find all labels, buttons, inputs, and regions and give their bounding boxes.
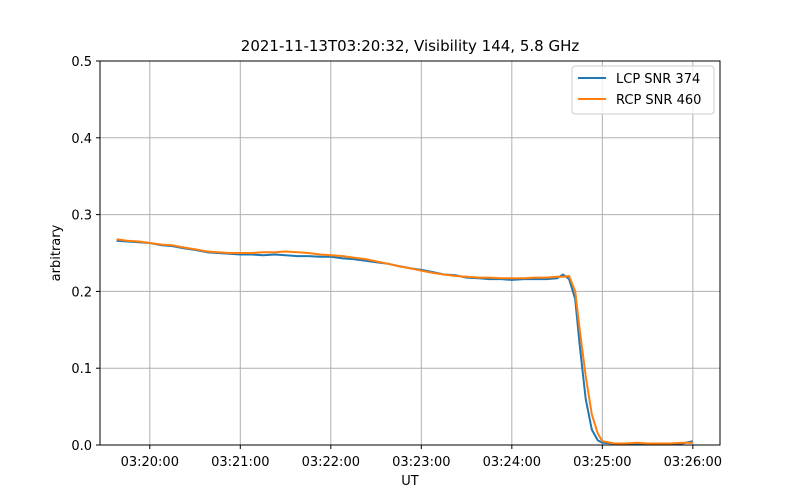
y-tick-label: 0.2 bbox=[71, 285, 92, 300]
axis-ticks: 03:20:00 03:21:00 03:22:00 03:23:00 03:24:00… bbox=[71, 55, 722, 470]
series-line-2 bbox=[116, 238, 693, 445]
y-tick-label: 0.5 bbox=[71, 55, 92, 70]
x-tick-label: 03:23:00 bbox=[392, 455, 450, 470]
legend-box bbox=[571, 65, 715, 115]
axes-frame bbox=[99, 60, 721, 446]
legend-label: LCP SNR 374 bbox=[616, 72, 700, 87]
x-tick-label: 03:25:00 bbox=[573, 455, 631, 470]
x-tick-label: 03:24:00 bbox=[483, 455, 541, 470]
y-tick-label: 0.4 bbox=[71, 132, 92, 147]
x-tick-label: 03:22:00 bbox=[302, 455, 360, 470]
y-tick-label: 0.3 bbox=[71, 209, 92, 224]
x-tick-label: 03:26:00 bbox=[664, 455, 722, 470]
series-lines bbox=[116, 238, 694, 445]
x-tick-label: 03:20:00 bbox=[121, 455, 179, 470]
y-tick-label: 0.1 bbox=[71, 362, 92, 377]
x-axis-label: UT bbox=[401, 474, 419, 489]
legend: LCP SNR 374 RCP SNR 460 bbox=[571, 65, 715, 115]
x-tick-label: 03:21:00 bbox=[211, 455, 269, 470]
y-tick-label: 0.0 bbox=[71, 439, 92, 454]
y-axis-label: arbitrary bbox=[49, 224, 64, 281]
chart-title: 2021-11-13T03:20:32, Visibility 144, 5.8… bbox=[241, 37, 580, 55]
legend-label: RCP SNR 460 bbox=[616, 93, 701, 108]
